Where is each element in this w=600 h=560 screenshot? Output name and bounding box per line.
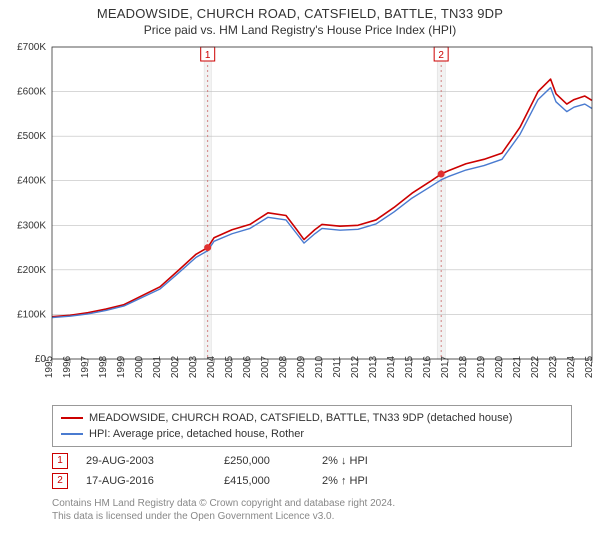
svg-text:£100K: £100K xyxy=(17,309,46,320)
svg-text:£400K: £400K xyxy=(17,176,46,187)
svg-text:£600K: £600K xyxy=(17,87,46,98)
svg-text:£700K: £700K xyxy=(17,42,46,53)
marker-row: 2 17-AUG-2016 £415,000 2% ↑ HPI xyxy=(52,471,572,491)
marker-badge: 2 xyxy=(52,473,68,489)
legend-label: HPI: Average price, detached house, Roth… xyxy=(89,426,304,442)
svg-text:2: 2 xyxy=(438,50,444,61)
marker-table: 1 29-AUG-2003 £250,000 2% ↓ HPI 2 17-AUG-2016… xyxy=(52,451,572,491)
chart-title: MEADOWSIDE, CHURCH ROAD, CATSFIELD, BATT… xyxy=(0,6,600,21)
footer-line-1: Contains HM Land Registry data © Crown c… xyxy=(52,497,572,510)
legend-swatch xyxy=(61,417,83,419)
legend-item: MEADOWSIDE, CHURCH ROAD, CATSFIELD, BATT… xyxy=(61,410,563,426)
footer-attribution: Contains HM Land Registry data © Crown c… xyxy=(52,497,572,523)
marker-badge: 1 xyxy=(52,453,68,469)
marker-delta: 2% ↓ HPI xyxy=(322,451,402,471)
footer-line-2: This data is licensed under the Open Gov… xyxy=(52,510,572,523)
svg-text:£200K: £200K xyxy=(17,265,46,276)
marker-price: £250,000 xyxy=(224,451,304,471)
marker-delta: 2% ↑ HPI xyxy=(322,471,402,491)
svg-text:£300K: £300K xyxy=(17,220,46,231)
legend-item: HPI: Average price, detached house, Roth… xyxy=(61,426,563,442)
legend: MEADOWSIDE, CHURCH ROAD, CATSFIELD, BATT… xyxy=(52,405,572,447)
marker-row: 1 29-AUG-2003 £250,000 2% ↓ HPI xyxy=(52,451,572,471)
marker-date: 29-AUG-2003 xyxy=(86,451,206,471)
legend-label: MEADOWSIDE, CHURCH ROAD, CATSFIELD, BATT… xyxy=(89,410,512,426)
chart-svg: £0£100K£200K£300K£400K£500K£600K£700K199… xyxy=(0,39,600,399)
svg-text:£500K: £500K xyxy=(17,131,46,142)
legend-swatch xyxy=(61,433,83,435)
title-block: MEADOWSIDE, CHURCH ROAD, CATSFIELD, BATT… xyxy=(0,0,600,39)
marker-date: 17-AUG-2016 xyxy=(86,471,206,491)
marker-price: £415,000 xyxy=(224,471,304,491)
chart-area: £0£100K£200K£300K£400K£500K£600K£700K199… xyxy=(0,39,600,399)
chart-subtitle: Price paid vs. HM Land Registry's House … xyxy=(0,23,600,37)
svg-text:1: 1 xyxy=(205,50,211,61)
